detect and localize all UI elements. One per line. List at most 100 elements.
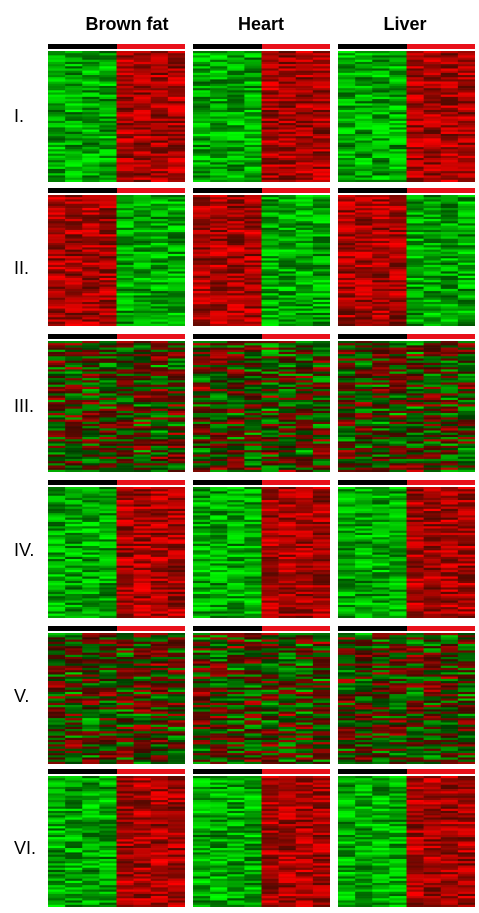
heatmap-cell	[295, 349, 314, 353]
heatmap-cell	[244, 454, 262, 458]
heatmap-cell	[423, 310, 442, 314]
heatmap-cell	[167, 57, 185, 61]
heatmap-cell	[389, 164, 407, 168]
heatmap-cell	[150, 593, 169, 597]
heatmap-cell	[48, 125, 66, 128]
heatmap-cell	[82, 528, 100, 531]
heatmap-cell	[261, 367, 279, 370]
heatmap-cell	[295, 177, 314, 181]
heatmap-cell	[440, 267, 459, 270]
heatmap-cell	[48, 559, 66, 562]
heatmap-cell	[389, 291, 407, 294]
heatmap-cell	[150, 358, 169, 361]
heatmap-cell	[116, 615, 134, 618]
heatmap-cell	[48, 500, 66, 503]
heatmap-cell	[406, 295, 424, 298]
heatmap-cell	[116, 535, 134, 538]
heatmap-cell	[167, 393, 185, 396]
heatmap-cell	[167, 301, 185, 305]
heatmap-cell	[457, 447, 475, 451]
heatmap-cell	[372, 221, 390, 224]
heatmap-cell	[82, 275, 100, 279]
heatmap-cell	[99, 373, 117, 377]
heatmap-cell	[167, 236, 185, 239]
heatmap-cell	[193, 157, 211, 161]
heatmap-cell	[210, 103, 228, 106]
heatmap-cell	[244, 461, 262, 464]
heatmap-cell	[372, 197, 390, 200]
heatmap-cell	[82, 70, 100, 74]
heatmap-cell	[406, 351, 424, 355]
heatmap-cell	[210, 216, 228, 220]
heatmap-cell	[48, 90, 66, 93]
heatmap-cell	[372, 136, 390, 139]
heatmap-cell	[312, 415, 330, 418]
heatmap-cell	[372, 83, 390, 87]
heatmap-cell	[227, 210, 245, 213]
heatmap-cell	[48, 247, 66, 250]
heatmap-cell	[389, 219, 407, 222]
heatmap-cell	[355, 105, 373, 109]
heatmap-cell	[389, 445, 407, 449]
heatmap-cell	[116, 92, 134, 95]
heatmap-cell	[116, 351, 134, 355]
heatmap-cell	[210, 321, 228, 325]
heatmap-cell	[116, 72, 134, 76]
heatmap-cell	[312, 432, 330, 436]
heatmap-cell	[278, 118, 297, 122]
heatmap-cell	[312, 275, 330, 279]
heatmap-cell	[423, 147, 442, 150]
heatmap-cell	[167, 596, 185, 599]
heatmap-cell	[338, 426, 356, 429]
heatmap-cell	[295, 293, 314, 296]
heatmap-cell	[116, 267, 134, 270]
heatmap-cell	[338, 81, 356, 85]
heatmap-cell	[150, 267, 169, 270]
heatmap-cell	[457, 94, 475, 98]
heatmap-cell	[116, 171, 134, 174]
heatmap-cell	[295, 395, 314, 399]
heatmap-cell	[116, 258, 134, 261]
heatmap-cell	[65, 395, 83, 399]
heatmap-cell	[406, 397, 424, 401]
heatmap-cell	[338, 371, 356, 375]
heatmap-cell	[457, 295, 475, 298]
heatmap-cell	[193, 415, 211, 418]
heatmap-cell	[261, 99, 279, 102]
heatmap-cell	[312, 358, 330, 361]
heatmap-cell	[167, 532, 185, 536]
heatmap-cell	[355, 129, 373, 133]
heatmap-cell	[48, 554, 66, 558]
heatmap-cell	[440, 423, 459, 427]
heatmap-cell	[65, 179, 83, 182]
heatmap-cell	[133, 517, 152, 521]
heatmap-cell	[82, 500, 100, 503]
heatmap-cell	[210, 251, 228, 255]
heatmap-cell	[82, 345, 100, 348]
heatmap-cell	[457, 61, 475, 65]
heatmap-cell	[457, 456, 475, 460]
heatmap-cell	[261, 131, 279, 135]
heatmap-cell	[372, 249, 390, 253]
heatmap-cell	[65, 103, 83, 106]
heatmap-cell	[389, 175, 407, 178]
heatmap-cell	[227, 221, 245, 224]
heatmap-cell	[167, 262, 185, 266]
heatmap-cell	[295, 267, 314, 270]
heatmap-cell	[65, 513, 83, 516]
heatmap-cell	[133, 304, 152, 307]
heatmap-cell	[440, 238, 459, 242]
heatmap-cell	[150, 567, 169, 571]
heatmap-cell	[244, 360, 262, 364]
heatmap-cell	[82, 295, 100, 298]
heatmap-cell	[48, 535, 66, 538]
heatmap-cell	[210, 236, 228, 239]
heatmap-cell	[244, 271, 262, 274]
heatmap-cell	[133, 269, 152, 272]
heatmap-cell	[295, 341, 314, 344]
heatmap-cell	[167, 417, 185, 420]
heatmap-cell	[65, 504, 83, 507]
heatmap-cell	[167, 317, 185, 320]
heatmap-cell	[406, 249, 424, 253]
heatmap-cell	[82, 413, 100, 416]
